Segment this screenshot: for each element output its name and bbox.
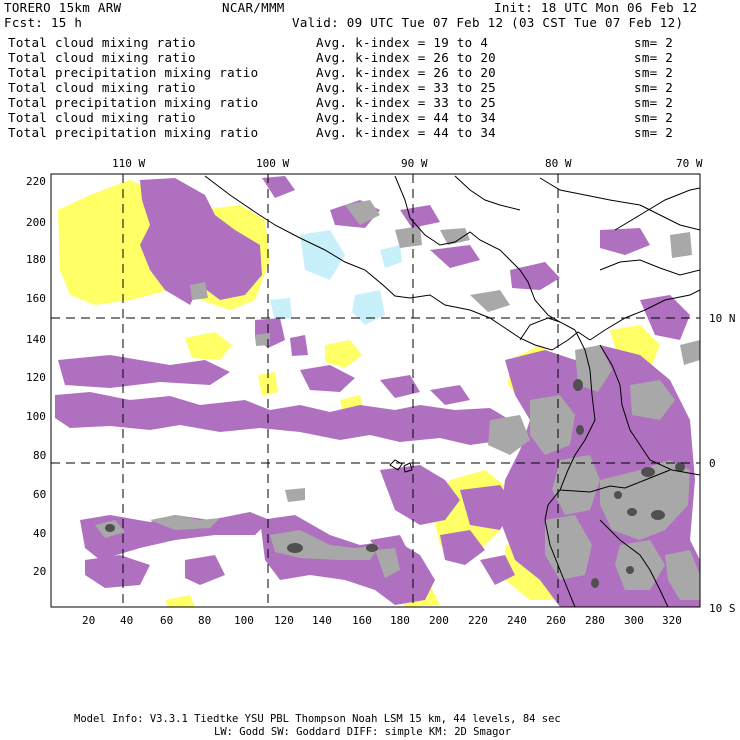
y-tick-label: 140	[26, 333, 46, 346]
lat-label: 0	[709, 457, 716, 470]
gray-cloud-fields	[95, 200, 700, 600]
y-tick-label: 60	[33, 488, 46, 501]
x-tick-label: 220	[468, 614, 488, 627]
legend-sm: sm= 2	[634, 125, 673, 140]
legend: Total cloud mixing ratio Avg. k-index = …	[8, 35, 673, 140]
x-tick-label: 320	[662, 614, 682, 627]
init-time: Init: 18 UTC Mon 06 Feb 12	[494, 0, 697, 15]
legend-row: Total precipitation mixing ratio Avg. k-…	[8, 125, 673, 140]
top-lon-labels: 110 W 100 W 90 W 80 W 70 W	[112, 157, 703, 170]
x-tick-label: 280	[585, 614, 605, 627]
x-tick-label: 120	[274, 614, 294, 627]
legend-field: Total cloud mixing ratio	[8, 110, 196, 125]
x-tick-label: 40	[120, 614, 133, 627]
legend-field: Total precipitation mixing ratio	[8, 95, 258, 110]
model-info-line2: LW: Godd SW: Goddard DIFF: simple KM: 2D…	[214, 726, 511, 738]
legend-field: Total precipitation mixing ratio	[8, 125, 258, 140]
y-tick-label: 220	[26, 175, 46, 188]
legend-sm: sm= 2	[634, 95, 673, 110]
lon-label: 110 W	[112, 157, 145, 170]
y-tick-label: 120	[26, 371, 46, 384]
legend-field: Total precipitation mixing ratio	[8, 65, 258, 80]
model-title: TORERO 15km ARW	[4, 0, 122, 15]
legend-sm: sm= 2	[634, 35, 673, 50]
legend-sm: sm= 2	[634, 80, 673, 95]
y-tick-label: 40	[33, 527, 46, 540]
lat-label: 10 S	[709, 602, 736, 615]
y-tick-label: 180	[26, 253, 46, 266]
legend-kindex: Avg. k-index = 33 to 25	[316, 80, 496, 95]
x-tick-label: 60	[160, 614, 173, 627]
legend-kindex: Avg. k-index = 26 to 20	[316, 50, 496, 65]
lat-label: 10 N	[709, 312, 736, 325]
dark-gray-cores	[105, 379, 685, 588]
x-tick-label: 260	[546, 614, 566, 627]
legend-row: Total precipitation mixing ratio Avg. k-…	[8, 95, 673, 110]
forecast-hour: Fcst: 15 h	[4, 15, 82, 30]
y-tick-label: 20	[33, 565, 46, 578]
x-tick-label: 160	[352, 614, 372, 627]
legend-field: Total cloud mixing ratio	[8, 50, 196, 65]
x-tick-label: 100	[234, 614, 254, 627]
valid-time: Valid: 09 UTC Tue 07 Feb 12 (03 CST Tue …	[292, 15, 683, 30]
legend-kindex: Avg. k-index = 19 to 4	[316, 35, 488, 50]
y-tick-label: 160	[26, 292, 46, 305]
x-tick-label: 300	[624, 614, 644, 627]
graticule	[51, 174, 700, 607]
legend-field: Total cloud mixing ratio	[8, 80, 196, 95]
map-plot-area	[51, 174, 700, 607]
x-tick-label: 240	[507, 614, 527, 627]
y-tick-label: 200	[26, 216, 46, 229]
legend-kindex: Avg. k-index = 33 to 25	[316, 95, 496, 110]
x-tick-label: 200	[429, 614, 449, 627]
legend-sm: sm= 2	[634, 65, 673, 80]
legend-sm: sm= 2	[634, 50, 673, 65]
cyan-cloud-fields	[270, 230, 402, 325]
legend-kindex: Avg. k-index = 44 to 34	[316, 110, 496, 125]
y-tick-label: 100	[26, 410, 46, 423]
legend-kindex: Avg. k-index = 44 to 34	[316, 125, 496, 140]
x-tick-label: 140	[312, 614, 332, 627]
lon-label: 80 W	[545, 157, 572, 170]
lon-label: 70 W	[676, 157, 703, 170]
legend-sm: sm= 2	[634, 110, 673, 125]
legend-kindex: Avg. k-index = 26 to 20	[316, 65, 496, 80]
right-lat-labels: 10 N 0 10 S	[709, 312, 736, 615]
legend-row: Total cloud mixing ratio Avg. k-index = …	[8, 80, 673, 95]
legend-field: Total cloud mixing ratio	[8, 35, 196, 50]
map-frame	[50, 173, 701, 608]
coastlines	[204, 175, 700, 607]
x-tick-label: 180	[390, 614, 410, 627]
lon-label: 90 W	[401, 157, 428, 170]
x-tick-label: 80	[198, 614, 211, 627]
lon-label: 100 W	[256, 157, 289, 170]
legend-row: Total cloud mixing ratio Avg. k-index = …	[8, 50, 673, 65]
legend-row: Total cloud mixing ratio Avg. k-index = …	[8, 110, 673, 125]
org-label: NCAR/MMM	[222, 0, 285, 15]
x-tick-label: 20	[82, 614, 95, 627]
model-info-line1: Model Info: V3.3.1 Tiedtke YSU PBL Thomp…	[74, 713, 561, 725]
legend-row: Total cloud mixing ratio Avg. k-index = …	[8, 35, 673, 50]
legend-row: Total precipitation mixing ratio Avg. k-…	[8, 65, 673, 80]
bottom-x-axis: 20 40 60 80 100 120 140 160 180 200 220 …	[82, 614, 682, 627]
left-y-axis: 220 200 180 160 140 120 100 80 60 40 20	[26, 175, 46, 578]
y-tick-label: 80	[33, 449, 46, 462]
